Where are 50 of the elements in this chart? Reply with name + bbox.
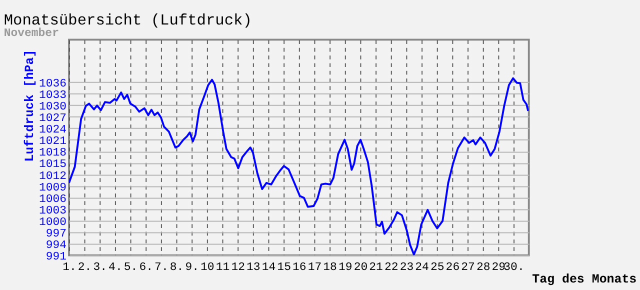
y-tick-label: 1012	[39, 170, 67, 183]
x-tick-label: 17	[308, 261, 322, 274]
x-tick-label: 4.	[108, 261, 122, 274]
x-tick-label: 29	[492, 261, 506, 274]
y-tick-label: 1024	[39, 124, 67, 137]
y-tick-label: 997	[46, 228, 67, 240]
x-tick-label: 7.	[154, 261, 168, 274]
x-tick-label: 1.	[62, 261, 76, 274]
x-tick-label: 8.	[170, 261, 184, 274]
x-tick-label: 22	[384, 261, 398, 274]
x-tick-label: 20	[354, 261, 368, 274]
x-tick-label: 19	[338, 261, 352, 274]
x-tick-label: 21	[369, 261, 384, 274]
x-tick-label: 12	[231, 261, 246, 274]
x-tick-label: 30.	[504, 261, 524, 274]
x-tick-label: 5.	[124, 261, 138, 274]
x-tick-label: 10	[200, 261, 214, 274]
y-tick-label: 1021	[39, 135, 67, 148]
y-tick-label: 1000	[39, 216, 67, 229]
line-series	[68, 77, 529, 256]
y-tick-label: 1006	[39, 192, 67, 206]
x-tick-label: 23	[400, 261, 414, 274]
x-tick-label: 15	[277, 261, 292, 274]
x-tick-label: 27	[461, 261, 475, 274]
x-tick-label: 9.	[185, 261, 199, 274]
x-tick-label: 2.	[78, 261, 92, 274]
chart-subtitle: November	[4, 26, 60, 40]
x-tick-label: 6.	[139, 261, 154, 274]
x-tick-label: 24	[415, 261, 430, 274]
y-tick-label: 1009	[39, 181, 67, 194]
y-tick-label: 1003	[39, 204, 67, 218]
x-tick-label: 3.	[93, 261, 108, 274]
x-axis-title: Tag des Monats	[532, 272, 637, 287]
x-tick-label: 16	[292, 261, 306, 274]
x-tick-label: 26	[446, 261, 460, 274]
y-tick-label: 1018	[39, 146, 67, 160]
y-tick-label: 1030	[39, 100, 67, 114]
y-tick-label: 991	[46, 250, 67, 264]
y-tick-label: 1033	[39, 88, 67, 102]
y-tick-label: 994	[46, 239, 67, 252]
y-tick-label: 1036	[39, 77, 67, 90]
y-axis-title: Luftdruck [hPa]	[23, 50, 38, 162]
x-tick-label: 25	[430, 261, 444, 274]
y-tick-label: 1015	[39, 158, 67, 172]
x-tick-label: 28	[476, 261, 490, 274]
x-tick-label: 18	[323, 261, 338, 274]
y-tick-label: 1027	[39, 112, 67, 126]
x-tick-label: 13	[246, 261, 260, 274]
x-tick-label: 11	[216, 261, 230, 274]
x-tick-label: 14	[262, 261, 276, 274]
